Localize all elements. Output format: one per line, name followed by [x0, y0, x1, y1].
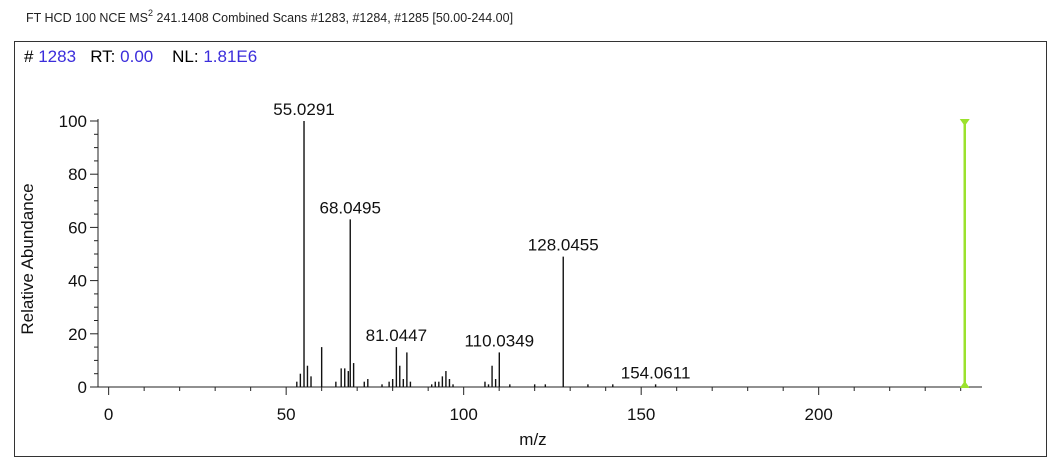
scan-header-suffix: 241.1408 Combined Scans #1283, #1284, #1… — [153, 11, 514, 26]
y-tick-label: 40 — [68, 272, 87, 291]
precursor-marker-top — [959, 119, 970, 126]
scan-header-prefix: FT HCD 100 NCE MS — [26, 11, 149, 26]
scan-header: FT HCD 100 NCE MS2 241.1408 Combined Sca… — [26, 8, 514, 26]
x-axis-label: m/z — [519, 430, 546, 449]
chart-frame — [14, 41, 1047, 457]
x-tick-label: 200 — [805, 405, 833, 424]
normalization-level-label: NL: — [172, 47, 199, 66]
chart-axes: 0 20 40 60 80 100 0 50 100 150 200 — [59, 112, 982, 424]
y-tick-label: 20 — [68, 325, 87, 344]
peak-label: 128.0455 — [528, 236, 599, 255]
peak-label: 154.0611 — [621, 363, 691, 382]
retention-time-label: RT: — [90, 47, 116, 66]
y-tick-label: 100 — [59, 112, 87, 131]
chart-peaks — [296, 119, 970, 388]
scan-number-value: 1283 — [38, 47, 77, 66]
x-tick-label: 0 — [104, 405, 113, 424]
peak-label: 55.0291 — [273, 100, 334, 119]
y-tick-label: 60 — [68, 218, 87, 237]
y-tick-label: 80 — [68, 165, 87, 184]
chart-peak-labels: 55.0291 68.0495 81.0447 110.0349 128.0455 154… — [273, 100, 690, 382]
scan-info: # 1283 RT: 0.00 NL: 1.81E6 — [24, 47, 257, 67]
peak-label: 81.0447 — [366, 326, 427, 345]
normalization-level-value: 1.81E6 — [203, 47, 258, 66]
x-tick-label: 100 — [449, 405, 477, 424]
y-tick-label: 0 — [78, 378, 87, 397]
scan-number-label: # — [24, 47, 34, 66]
precursor-marker-bottom — [959, 381, 970, 388]
y-axis-label: Relative Abundance — [18, 183, 37, 334]
peak-label: 110.0349 — [464, 331, 534, 350]
scan-header-superscript: 2 — [148, 8, 154, 18]
x-tick-label: 150 — [627, 405, 655, 424]
x-tick-label: 50 — [277, 405, 296, 424]
retention-time-value: 0.00 — [120, 47, 154, 66]
peak-label: 68.0495 — [320, 198, 381, 217]
